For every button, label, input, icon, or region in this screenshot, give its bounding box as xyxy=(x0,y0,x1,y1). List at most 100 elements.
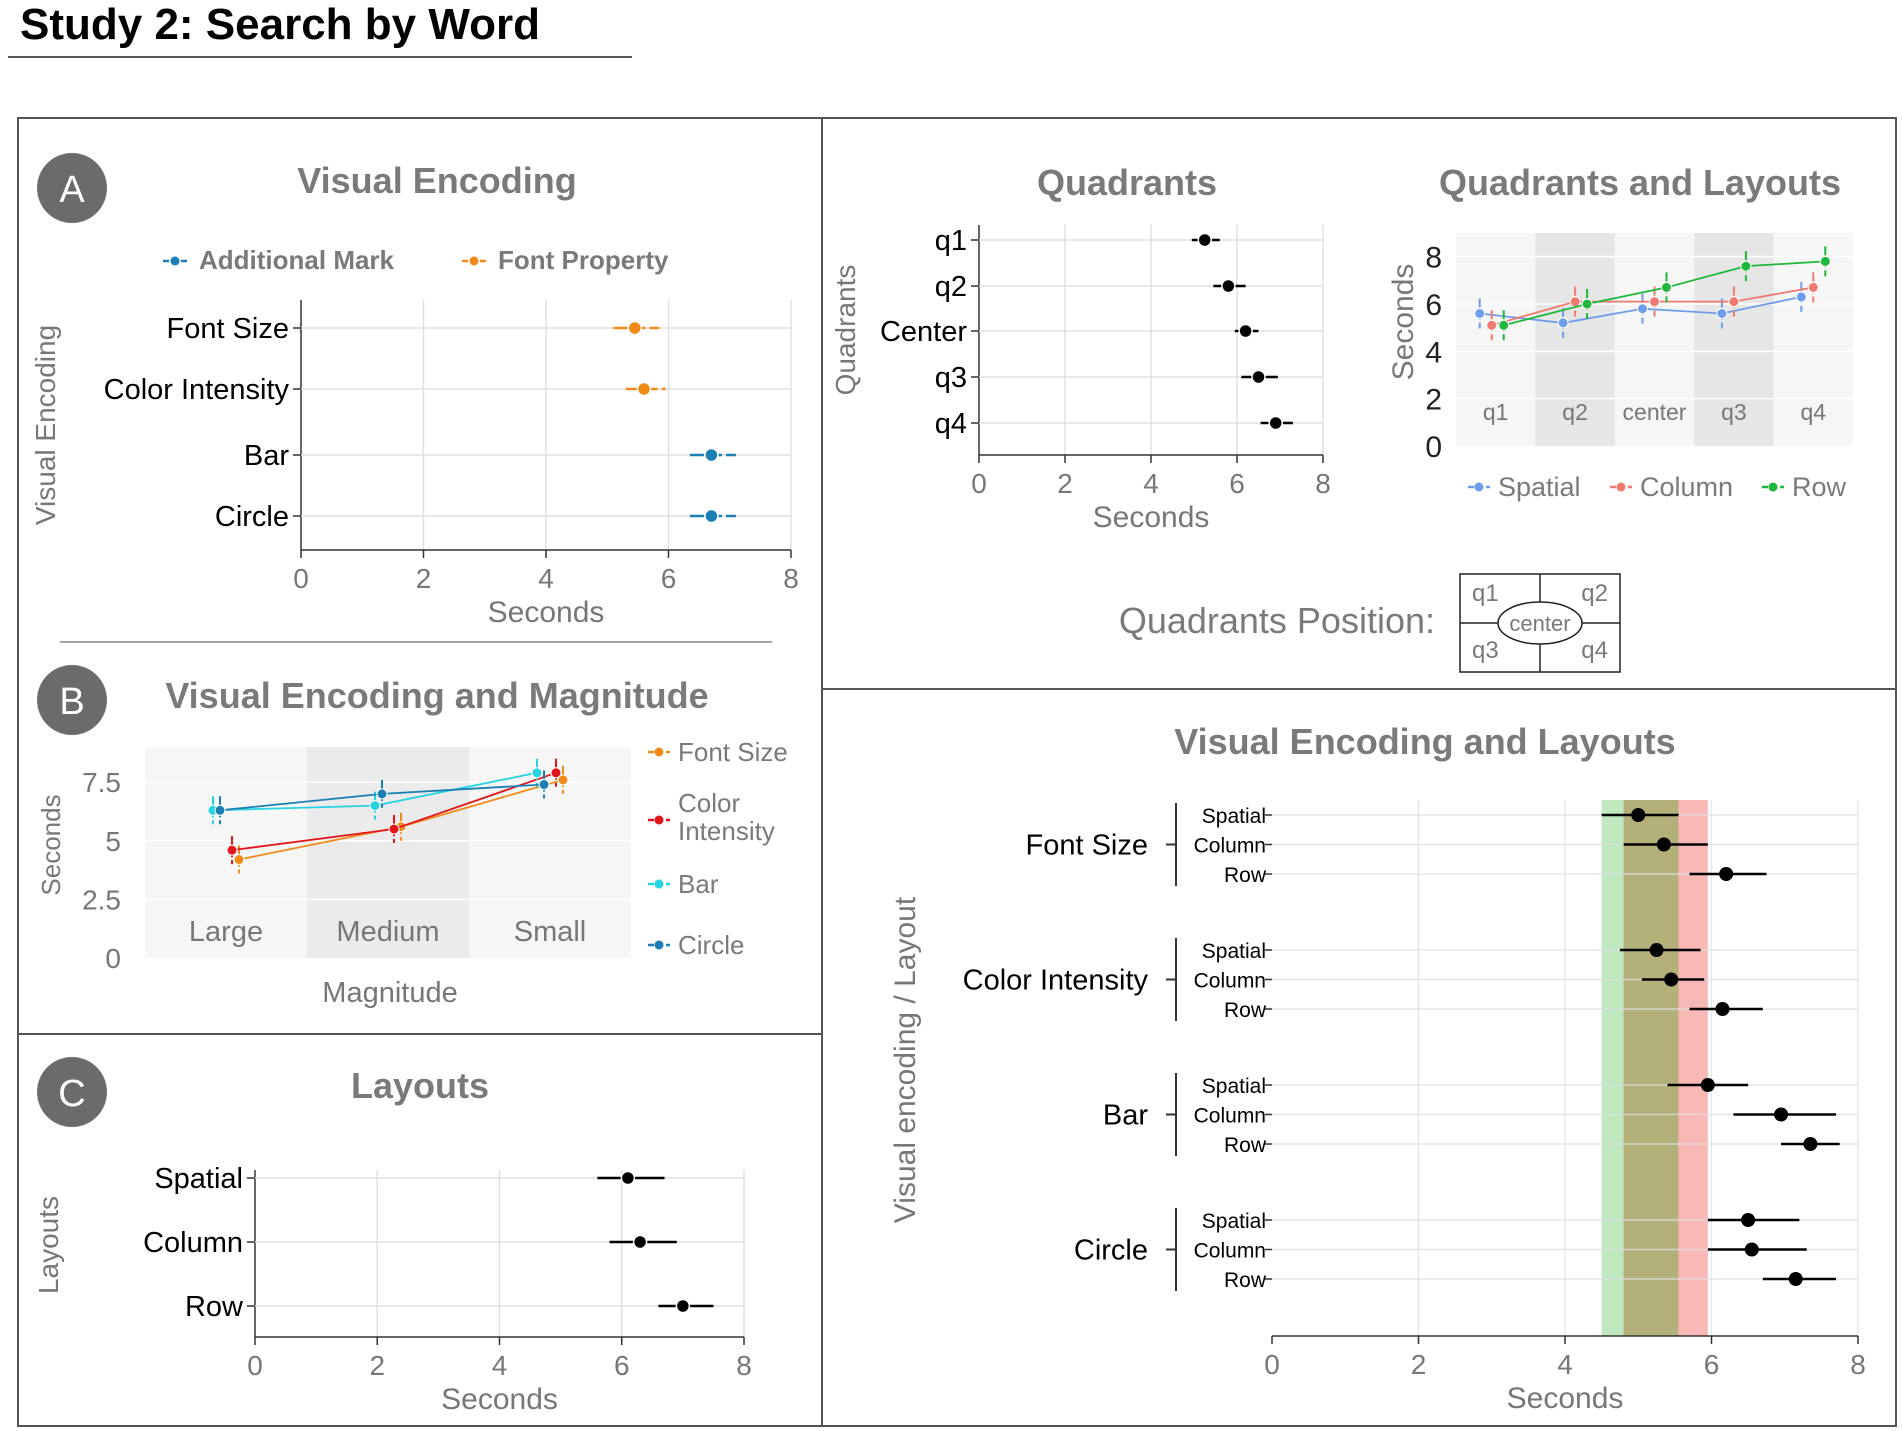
plot-background xyxy=(1456,233,1853,446)
point-bar xyxy=(531,767,543,779)
quadrants-title: Quadrants xyxy=(1037,162,1217,203)
y-tick-label: 0 xyxy=(1425,431,1442,464)
outer-frame xyxy=(17,117,1897,1427)
x-tick-label-center: center xyxy=(1623,399,1687,425)
x-tick-label: 2 xyxy=(416,563,432,594)
point-font-size xyxy=(557,774,569,786)
layout-label-spatial: Spatial xyxy=(1202,1210,1266,1233)
point-bar-column xyxy=(1774,1107,1789,1122)
point-font-size xyxy=(627,320,643,336)
x-tick-label: 0 xyxy=(293,563,309,594)
layout-label-spatial: Spatial xyxy=(1202,1075,1266,1098)
point-column xyxy=(632,1234,648,1250)
quadrant-cell-q1: q1 xyxy=(1472,580,1499,607)
legend-label-font-property: Font Property xyxy=(498,245,669,275)
y-tick-label: 6 xyxy=(1425,289,1442,322)
x-axis-title: Seconds xyxy=(488,596,605,629)
point-column xyxy=(1649,296,1660,308)
y-tick-label-q1: q1 xyxy=(935,225,967,257)
legend-swatch-dot xyxy=(469,256,479,266)
point-row xyxy=(1498,319,1510,331)
point-circle xyxy=(376,788,388,800)
legend-label-additional-mark: Additional Mark xyxy=(199,245,395,275)
panel-b-plot: 0 2.5 5 7.5 Large Medium Small Magnitude Seconds xyxy=(36,747,631,1009)
point-color-intensity-spatial xyxy=(1649,943,1664,957)
point-circle xyxy=(538,779,550,791)
quadrant-cell-q3: q3 xyxy=(1472,637,1499,664)
quadrant-center-label: center xyxy=(1509,611,1570,636)
quadrant-cell-q4: q4 xyxy=(1581,637,1608,664)
band-overlap xyxy=(1623,800,1679,1336)
legend-swatch-dot xyxy=(1474,482,1484,492)
quadrants-position-diagram: Quadrants Position: q1 q2 q3 q4 center xyxy=(1119,573,1621,673)
point-circle-row xyxy=(1788,1272,1803,1286)
point-bar xyxy=(369,800,381,812)
point-row xyxy=(1581,298,1593,310)
point-q3 xyxy=(1251,369,1266,385)
point-q4 xyxy=(1268,415,1283,431)
legend-swatch-dot xyxy=(654,940,664,950)
point-column xyxy=(1728,296,1740,308)
group-label-bar: Bar xyxy=(1103,1100,1148,1132)
x-tick-label: 8 xyxy=(1315,468,1331,499)
band-q2 xyxy=(1535,233,1615,446)
layout-label-row: Row xyxy=(1224,999,1267,1022)
y-tick-label-font-size: Font Size xyxy=(167,313,290,345)
y-tick-label-column: Column xyxy=(143,1227,243,1259)
panel-quadrants-layouts: Quadrants and Layouts 0 2 4 6 8 q1 q2 center q3 q… xyxy=(1387,162,1853,502)
panel-c-plot: 0 2 4 6 8 Seconds Layouts Spatial Column Row xyxy=(33,1163,752,1416)
point-spatial xyxy=(1557,317,1569,329)
point-spatial xyxy=(620,1170,636,1186)
point-bar-row xyxy=(1803,1137,1818,1151)
panel-a: A Visual Encoding Additional Mark Font Pr… xyxy=(30,153,799,629)
point-row xyxy=(1740,260,1752,272)
x-tick-label-q3: q3 xyxy=(1721,399,1747,425)
legend-swatch-dot xyxy=(654,879,664,889)
panel-c: C Layouts 0 2 4 6 8 Seconds Layouts Spatial Colu… xyxy=(33,1057,752,1416)
group-label-color-intensity: Color Intensity xyxy=(963,965,1149,997)
point-color-intensity-column xyxy=(1664,972,1679,987)
title-underline xyxy=(8,56,632,58)
y-tick-label-spatial: Spatial xyxy=(154,1163,243,1195)
legend-label-line: Intensity xyxy=(678,816,775,846)
layout-label-column: Column xyxy=(1194,970,1266,993)
x-tick-label-q1: q1 xyxy=(1483,399,1509,425)
legend-label-circle: Circle xyxy=(678,930,744,960)
legend-label-line: Color xyxy=(678,788,740,818)
y-axis-title: Seconds xyxy=(36,794,66,895)
y-tick-label: 2.5 xyxy=(82,884,121,915)
panel-quadrants: Quadrants 0 2 4 6 8 Seconds Quadrants q1 q2 Cente… xyxy=(830,162,1331,534)
y-tick-label-q4: q4 xyxy=(935,408,967,440)
point-column xyxy=(1486,319,1498,331)
y-tick-label-row: Row xyxy=(185,1291,244,1323)
encoding-layouts-plot: 0 2 4 6 8 Seconds Visual encoding / Layout Font… xyxy=(889,800,1866,1415)
x-tick-label: 4 xyxy=(492,1350,508,1381)
layout-label-row: Row xyxy=(1224,864,1267,887)
point-color-intensity-row xyxy=(1715,1002,1730,1016)
y-tick-label: 7.5 xyxy=(82,767,121,798)
y-axis-title: Quadrants xyxy=(830,265,861,396)
layout-label-column: Column xyxy=(1194,1105,1266,1128)
badge-b-label: B xyxy=(59,681,84,723)
legend-swatch-dot xyxy=(654,747,664,757)
x-tick-label-q2: q2 xyxy=(1562,399,1588,425)
point-column xyxy=(1807,281,1819,293)
legend-swatch-dot xyxy=(654,815,664,825)
layout-label-row: Row xyxy=(1224,1134,1267,1157)
y-axis-title: Visual Encoding xyxy=(30,325,61,525)
y-tick-label: 0 xyxy=(105,943,121,974)
quadrants-layouts-title: Quadrants and Layouts xyxy=(1439,162,1841,203)
y-tick-label-bar: Bar xyxy=(244,440,289,472)
point-column xyxy=(1569,296,1581,308)
point-circle-column xyxy=(1744,1242,1759,1257)
point-circle-spatial xyxy=(1741,1213,1756,1227)
y-axis-title: Layouts xyxy=(33,1196,64,1294)
y-tick-label: 2 xyxy=(1425,384,1442,417)
quadrants-layouts-legend: Spatial Column Row xyxy=(1468,472,1847,502)
point-q2 xyxy=(1221,278,1236,294)
legend-label-bar: Bar xyxy=(678,869,719,899)
badge-a xyxy=(37,153,107,223)
point-spatial xyxy=(1795,291,1807,303)
point-spatial xyxy=(1474,307,1486,319)
